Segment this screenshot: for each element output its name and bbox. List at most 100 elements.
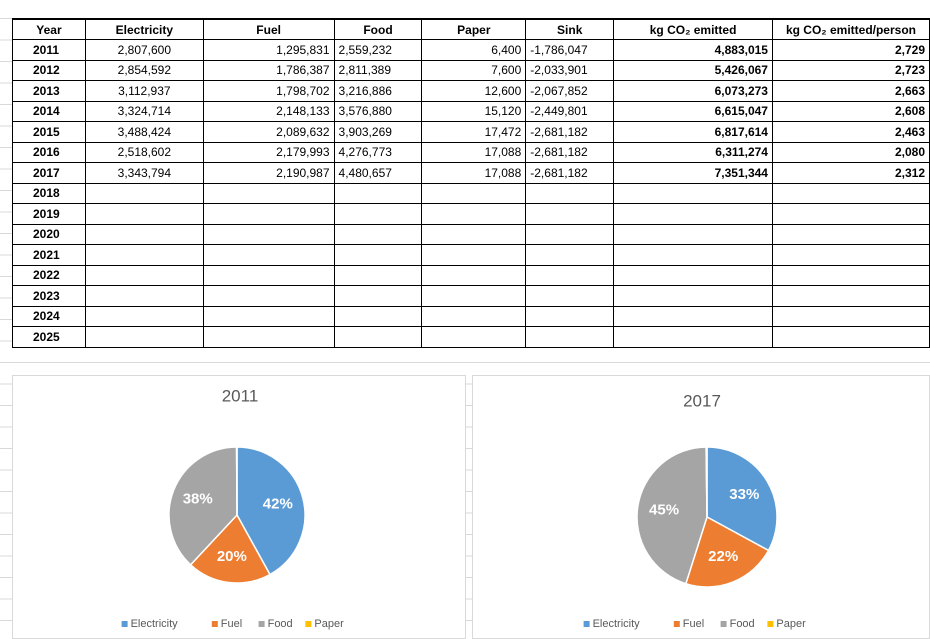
table-row: 2011 2,807,600 1,295,831 2,559,232 6,400 -1,7… bbox=[12, 39, 930, 61]
table-cell: 2025 bbox=[12, 326, 86, 348]
table-row: 2017 3,343,794 2,190,987 4,480,657 17,088 -2,… bbox=[12, 162, 930, 184]
table-cell: 3,488,424 bbox=[84, 121, 204, 143]
table-cell: 3,324,714 bbox=[84, 100, 204, 122]
table-cell: 4,480,657 bbox=[333, 162, 423, 184]
table-cell: 2021 bbox=[12, 244, 86, 266]
legend-swatch bbox=[720, 621, 727, 627]
empty-cell bbox=[613, 285, 773, 307]
table-cell: 6,073,273 bbox=[613, 80, 773, 102]
table-cell: 2,807,600 bbox=[84, 39, 204, 61]
table-cell: -2,449,801 bbox=[525, 100, 615, 122]
table-cell: 2,312 bbox=[771, 162, 930, 184]
empty-cell bbox=[771, 182, 930, 204]
header-cell: Paper bbox=[421, 18, 527, 40]
table-cell: 2012 bbox=[12, 59, 86, 81]
table-cell: 2,089,632 bbox=[202, 121, 335, 143]
empty-cell bbox=[84, 223, 204, 245]
table-cell: 4,883,015 bbox=[613, 39, 773, 61]
table-cell: 4,276,773 bbox=[333, 141, 423, 163]
table-cell: 2,854,592 bbox=[84, 59, 204, 81]
header-cell: Electricity bbox=[84, 18, 204, 40]
empty-cell bbox=[333, 326, 423, 348]
table-cell: -2,681,182 bbox=[525, 121, 615, 143]
empty-cell bbox=[202, 182, 335, 204]
legend-label: Electricity bbox=[593, 618, 641, 630]
table-cell: 2,148,133 bbox=[202, 100, 335, 122]
data-label: 22% bbox=[708, 548, 738, 565]
empty-cell bbox=[202, 244, 335, 266]
data-label: 42% bbox=[263, 495, 293, 512]
table-cell: 2,559,232 bbox=[333, 39, 423, 61]
table-cell: 2,518,602 bbox=[84, 141, 204, 163]
table-cell: 2011 bbox=[12, 39, 86, 61]
table-row: 2012 2,854,592 1,786,387 2,811,389 7,600 -2,0… bbox=[12, 59, 930, 81]
table-cell: 6,400 bbox=[421, 39, 527, 61]
pie-slice bbox=[236, 446, 306, 576]
pie-slice bbox=[189, 513, 271, 584]
empty-cell bbox=[525, 305, 615, 327]
empty-cell bbox=[421, 305, 527, 327]
table-cell: -1,786,047 bbox=[525, 39, 615, 61]
empty-cell bbox=[421, 326, 527, 348]
table-cell: -2,067,852 bbox=[525, 80, 615, 102]
header-cell: Sink bbox=[525, 18, 615, 40]
table-cell: 3,216,886 bbox=[333, 80, 423, 102]
legend-label: Electricity bbox=[131, 618, 179, 630]
empty-cell bbox=[333, 182, 423, 204]
empty-cell bbox=[525, 285, 615, 307]
table-cell: 3,112,937 bbox=[84, 80, 204, 102]
table-cell: 2,723 bbox=[771, 59, 930, 81]
legend-swatch bbox=[211, 621, 218, 627]
table-row: 2024 bbox=[12, 305, 930, 327]
empty-cell bbox=[613, 244, 773, 266]
empty-cell bbox=[771, 203, 930, 225]
empty-cell bbox=[525, 223, 615, 245]
empty-cell bbox=[613, 264, 773, 286]
empty-cell bbox=[613, 326, 773, 348]
empty-cell bbox=[613, 305, 773, 327]
table-cell: 6,311,274 bbox=[613, 141, 773, 163]
pie-slice bbox=[636, 446, 708, 585]
empty-cell bbox=[613, 203, 773, 225]
pie-slice bbox=[168, 446, 238, 566]
pie-slice bbox=[684, 515, 770, 588]
empty-cell bbox=[421, 264, 527, 286]
empty-cell bbox=[202, 203, 335, 225]
empty-cell bbox=[202, 285, 335, 307]
empty-cell bbox=[202, 326, 335, 348]
table-cell: 2016 bbox=[12, 141, 86, 163]
empty-cell bbox=[333, 244, 423, 266]
empty-cell bbox=[613, 182, 773, 204]
empty-cell bbox=[525, 326, 615, 348]
empty-cell bbox=[771, 223, 930, 245]
header-cell: Fuel bbox=[202, 18, 335, 40]
empty-cell bbox=[333, 305, 423, 327]
table-cell: -2,033,901 bbox=[525, 59, 615, 81]
empty-cell bbox=[202, 305, 335, 327]
data-label: 45% bbox=[649, 502, 679, 519]
chart-title: 2011 bbox=[222, 386, 259, 405]
header-cell: kg CO₂ emitted bbox=[613, 18, 773, 40]
pie-slice bbox=[705, 446, 708, 518]
empty-cell bbox=[202, 264, 335, 286]
legend-label: Fuel bbox=[221, 618, 242, 630]
table-cell: 2018 bbox=[12, 182, 86, 204]
legend-label: Food bbox=[730, 618, 755, 630]
table-cell: 7,600 bbox=[421, 59, 527, 81]
table-cell: 17,472 bbox=[421, 121, 527, 143]
table-row: 2013 3,112,937 1,798,702 3,216,886 12,600 -2,… bbox=[12, 80, 930, 102]
table-cell: 2015 bbox=[12, 121, 86, 143]
table-cell: 1,786,387 bbox=[202, 59, 335, 81]
legend-swatch bbox=[767, 621, 774, 627]
table-cell: 2,179,993 bbox=[202, 141, 335, 163]
empty-cell bbox=[771, 285, 930, 307]
chart-title: 2017 bbox=[683, 391, 721, 410]
empty-cell bbox=[421, 223, 527, 245]
empty-cell bbox=[333, 264, 423, 286]
table-cell: 3,576,880 bbox=[333, 100, 423, 122]
legend-label: Food bbox=[268, 618, 293, 630]
empty-cell bbox=[771, 326, 930, 348]
table-row: 2019 bbox=[12, 203, 930, 225]
empty-cell bbox=[84, 203, 204, 225]
